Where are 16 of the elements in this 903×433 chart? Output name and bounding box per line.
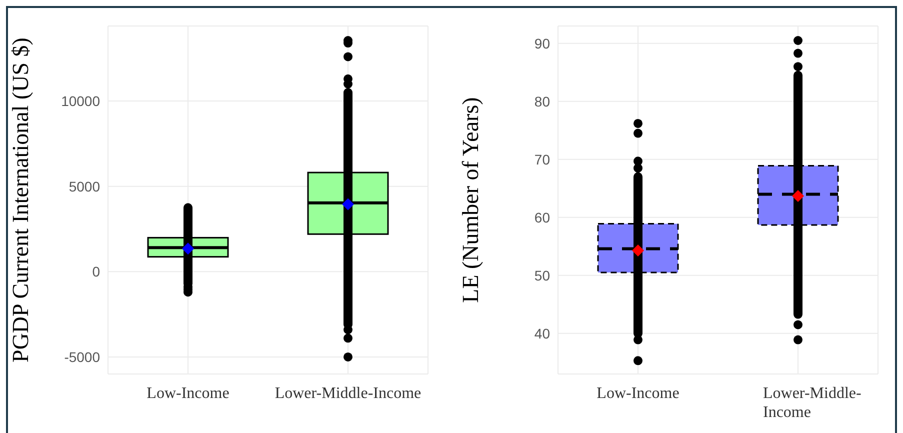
y-tick-label: 0 xyxy=(92,264,100,280)
y-tick-label: 10000 xyxy=(61,93,100,110)
y-tick-label: 5000 xyxy=(68,178,100,194)
x-tick-label: Lower-Middle-Income xyxy=(763,385,862,421)
y-axis-title: LE (Number of Years) xyxy=(458,97,484,303)
y-tick-label: 80 xyxy=(534,93,550,110)
x-tick-label: Lower-Middle-Income xyxy=(274,385,422,402)
y-tick-label: 70 xyxy=(534,151,550,168)
y-tick-label: 60 xyxy=(534,209,550,226)
y-tick-label: 50 xyxy=(534,267,550,284)
y-tick-label: 40 xyxy=(534,325,550,342)
y-axis-title: PGDP Current International (US $) xyxy=(8,38,34,362)
x-tick-label: Low-Income xyxy=(596,385,680,402)
x-tick-label: Low-Income xyxy=(146,385,230,402)
y-tick-label: 90 xyxy=(534,35,550,52)
y-tick-label: -5000 xyxy=(64,348,100,365)
